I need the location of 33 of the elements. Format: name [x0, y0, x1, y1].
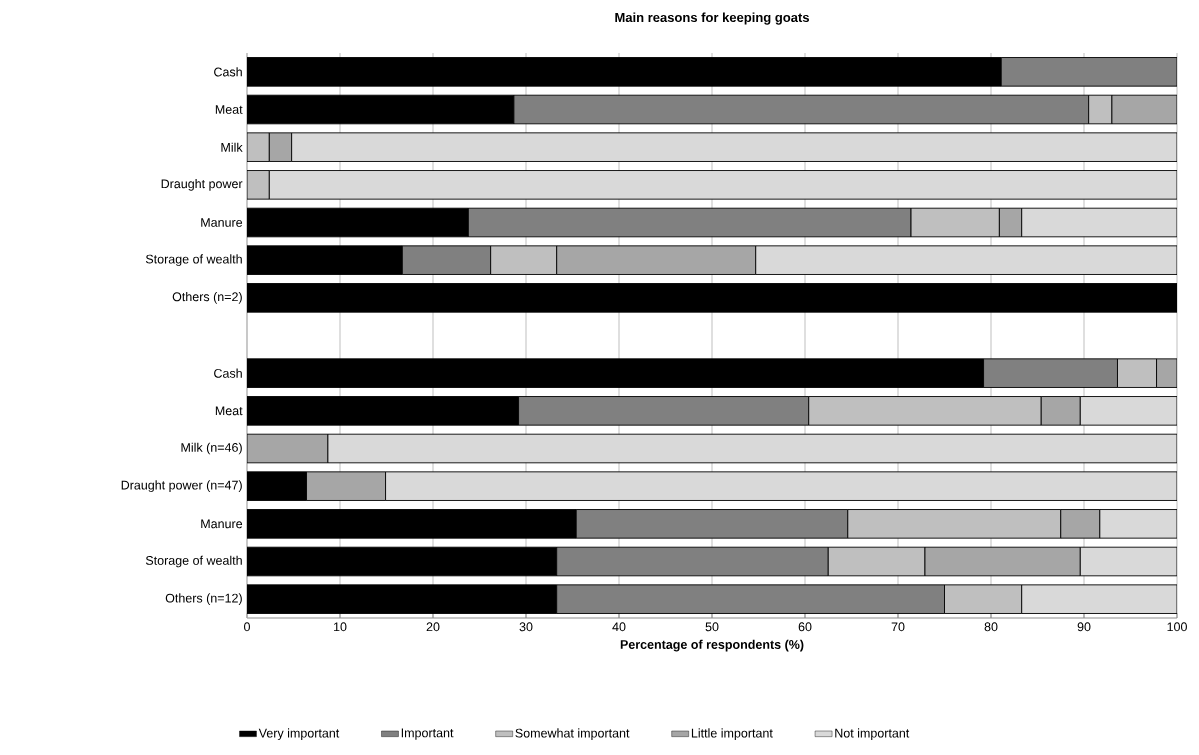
bar [247, 283, 1178, 313]
y-tick-label: Storage of wealth [145, 555, 242, 568]
y-tick-label: Milk (n=46) [181, 442, 242, 455]
x-tick-label: 80 [984, 622, 998, 632]
legend-label: Not important [835, 728, 910, 741]
y-tick-label: Others (n=2) [172, 292, 242, 304]
legend-label: Important [401, 728, 454, 740]
x-tick-label: 20 [426, 622, 440, 632]
x-tick-label: 10 [334, 622, 347, 632]
x-tick-label: 30 [519, 622, 533, 632]
y-tick-label: Meat [215, 406, 243, 416]
y-tick-label: Others (n=12) [165, 593, 242, 605]
y-tick-label: Draught power [161, 179, 243, 191]
legend-label: Somewhat important [515, 728, 630, 741]
y-tick-label: Cash [214, 368, 242, 378]
x-tick-label: 0 [244, 622, 250, 632]
x-tick-label: 50 [705, 622, 719, 632]
x-axis-title: Percentage of respondents (%) [620, 639, 804, 652]
y-tick-label: Draught power (n=47) [121, 480, 242, 492]
x-tick-label: 100 [1167, 622, 1187, 632]
x-tick-label: 70 [891, 622, 905, 632]
legend-label: Little important [691, 728, 773, 741]
y-tick-label: Meat [215, 105, 243, 114]
chart-title: Main reasons for keeping goats [615, 12, 809, 25]
y-tick-label: Milk [221, 142, 243, 152]
y-tick-label: Storage of wealth [145, 254, 242, 266]
x-tick-label: 60 [798, 622, 812, 632]
y-tick-label: Manure [201, 218, 243, 227]
y-tick-label: Cash [214, 67, 242, 77]
y-tick-label: Manure [201, 519, 243, 529]
x-tick-label: 90 [1077, 622, 1091, 632]
legend-label: Very important [258, 728, 340, 741]
x-tick-label: 40 [612, 622, 626, 632]
